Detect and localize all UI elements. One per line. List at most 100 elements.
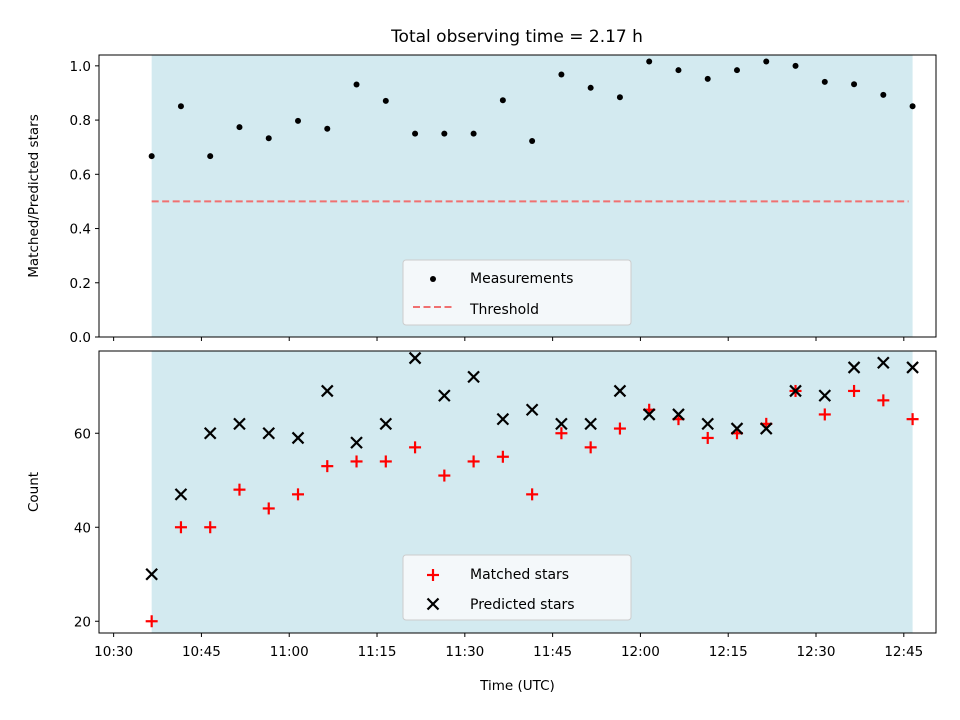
matched-stars-point [877, 394, 890, 407]
measurement-point [441, 130, 448, 137]
predicted-stars-point [730, 422, 744, 435]
measurement-point [851, 81, 858, 88]
measurement-point [675, 67, 682, 74]
measurement-point [529, 137, 536, 144]
ratio-y-ticks: 0.0 0.2 0.4 0.6 0.8 1.0 [70, 59, 99, 346]
y-tick-label: 0.6 [70, 167, 91, 183]
y-tick-label: 40 [74, 520, 91, 536]
matched-stars-point [467, 455, 480, 468]
measurement-point [909, 103, 916, 110]
predicted-stars-point [203, 426, 217, 440]
predicted-stars-point [818, 389, 832, 402]
matched-stars-point [379, 455, 392, 468]
measurement-point [646, 58, 653, 65]
x-tick-label: 11:45 [533, 644, 572, 660]
predicted-stars-point [555, 417, 568, 431]
ratio-panel: 0.0 0.2 0.4 0.6 0.8 1.0 Matched/Predicted sta… [26, 54, 937, 346]
count-axes-frame [98, 350, 937, 634]
predicted-stars-point [262, 426, 276, 440]
predicted-stars-point [408, 351, 422, 365]
legend-matched-stars-marker [427, 569, 439, 581]
measurement-point [265, 135, 272, 142]
predicted-stars-point [613, 384, 627, 398]
measurement-point [880, 91, 887, 98]
measurement-point [412, 130, 419, 137]
matched-stars-point [584, 441, 597, 454]
legend-threshold-label: Threshold [469, 302, 539, 318]
predicted-stars-point [584, 417, 597, 431]
x-tick-label: 10:45 [182, 644, 221, 660]
count-marks [145, 351, 919, 628]
matched-stars-point [818, 408, 831, 421]
predicted-stars-point [320, 384, 334, 398]
measurement-point [382, 97, 389, 104]
predicted-stars-point [672, 408, 685, 421]
predicted-stars-point [233, 417, 246, 431]
matched-stars-point [701, 431, 714, 444]
measurement-point [353, 81, 360, 88]
count-panel: 20 40 60 10:30 10:45 11:00 11:15 11:30 11:45 12:… [26, 350, 937, 694]
matched-stars-point [906, 413, 919, 426]
predicted-stars-point [877, 356, 890, 370]
measurement-point [177, 103, 184, 110]
legend-cross-glyph [426, 597, 440, 611]
y-tick-label: 0.4 [70, 222, 91, 238]
matched-stars-point [292, 488, 305, 501]
matched-stars-point [848, 384, 861, 397]
measurement-point [324, 125, 331, 132]
measurement-point [470, 130, 477, 137]
x-tick-label: 10:30 [94, 644, 133, 660]
measurement-point [616, 94, 623, 101]
count-legend-box [402, 554, 632, 621]
predicted-stars-point [789, 384, 802, 398]
count-y-axis-label: Count [26, 472, 42, 512]
predicted-stars-point [847, 361, 861, 374]
predicted-stars-point [291, 431, 305, 445]
predicted-stars-point [174, 488, 188, 501]
matched-stars-point [555, 427, 568, 440]
count-x-ticks: 10:30 10:45 11:00 11:15 11:30 11:45 12:00 12:15… [94, 633, 923, 660]
x-tick-label: 11:30 [445, 644, 484, 660]
legend-predicted-stars-label: Predicted stars [470, 597, 575, 613]
y-tick-label: 60 [74, 426, 91, 442]
measurement-point [821, 78, 828, 85]
predicted-stars-point [438, 389, 451, 402]
x-tick-label: 11:00 [270, 644, 309, 660]
ratio-marks [148, 58, 916, 203]
matched-stars-point [496, 450, 509, 463]
measurement-point [587, 84, 594, 91]
predicted-stars-point [350, 436, 363, 449]
matched-stars-point [526, 488, 539, 501]
y-tick-label: 0.2 [70, 276, 91, 292]
ratio-y-axis-label: Matched/Predicted stars [26, 114, 42, 277]
ratio-axes-frame [98, 54, 937, 338]
predicted-stars-point [759, 422, 773, 435]
measurement-point [295, 117, 302, 124]
legend-predicted-stars-marker [426, 597, 440, 611]
count-y-ticks: 20 40 60 [74, 426, 99, 630]
ratio-legend: Measurements Threshold [402, 259, 632, 326]
measurement-point [148, 153, 155, 160]
matched-stars-point [613, 422, 626, 435]
x-axis-label: Time (UTC) [479, 678, 555, 694]
measurement-point [558, 71, 565, 78]
matched-stars-point [233, 483, 246, 496]
legend-plus-glyph [427, 569, 439, 581]
x-tick-label: 12:00 [621, 644, 660, 660]
measurement-point [499, 97, 506, 104]
matched-stars-point [321, 460, 334, 473]
y-tick-label: 0.8 [70, 113, 91, 129]
predicted-stars-point [525, 403, 539, 417]
matched-stars-point [174, 521, 187, 534]
predicted-stars-point [642, 408, 656, 421]
y-tick-label: 0.0 [70, 330, 91, 346]
predicted-stars-point [379, 417, 393, 431]
legend-measurements-marker [430, 276, 436, 282]
predicted-stars-point [496, 412, 510, 426]
measurement-point [704, 75, 711, 82]
matched-stars-point [262, 502, 275, 515]
x-tick-label: 12:45 [884, 644, 923, 660]
chart-title: Total observing time = 2.17 h [390, 27, 643, 47]
matched-stars-point [409, 441, 422, 454]
